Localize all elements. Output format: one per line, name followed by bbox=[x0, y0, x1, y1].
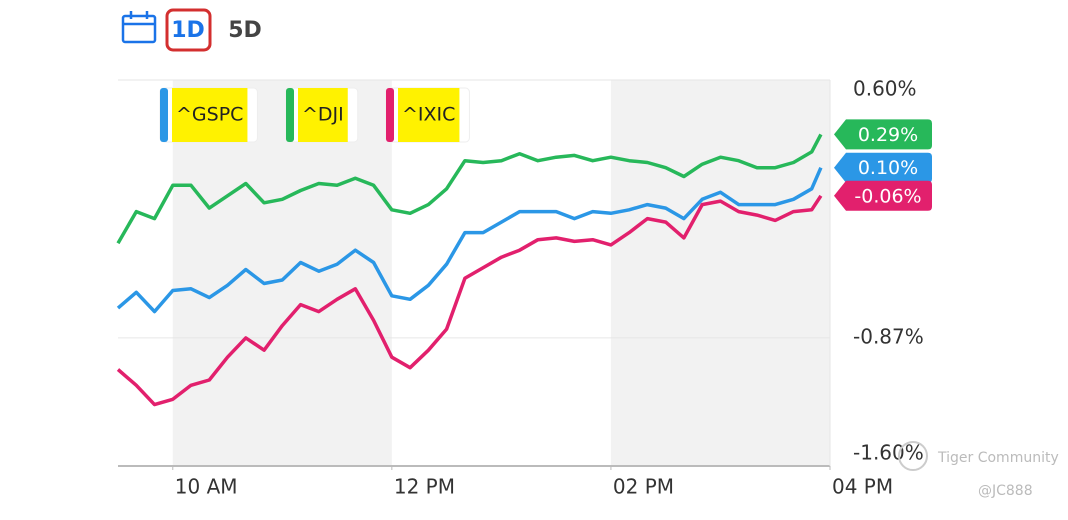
legend-highlight bbox=[398, 88, 460, 142]
end-badge: -0.06% bbox=[834, 180, 932, 211]
series-line bbox=[116, 194, 823, 407]
legend-label: ^IXIC bbox=[402, 104, 455, 126]
y-tick-label: -1.60% bbox=[853, 441, 924, 465]
legend-chip[interactable]: ^DJI bbox=[285, 87, 359, 143]
end-badge-shape bbox=[834, 180, 932, 211]
time-band bbox=[610, 80, 830, 466]
plot-area: 0.60% -0.87% -1.60% 10 AM 12 PM 02 PM 04 PM 0.1… bbox=[116, 77, 932, 499]
series-line bbox=[116, 167, 823, 314]
x-tick-label: 04 PM bbox=[832, 475, 893, 499]
x-tick-label: 10 AM bbox=[175, 475, 238, 499]
x-tick-label: 12 PM bbox=[394, 475, 455, 499]
legend-label: ^GSPC bbox=[176, 104, 243, 126]
end-badge-shape bbox=[834, 119, 932, 150]
end-badge: 0.10% bbox=[834, 152, 932, 183]
range-button[interactable]: 1D bbox=[171, 18, 205, 43]
legend-label: ^DJI bbox=[302, 104, 344, 126]
legend-color-bar bbox=[286, 88, 294, 142]
toolbar: 1D 5D bbox=[121, 8, 262, 52]
legend-highlight bbox=[298, 88, 348, 142]
x-tick-label: 02 PM bbox=[613, 475, 674, 499]
end-badge: 0.29% bbox=[834, 119, 932, 150]
legend-color-bar bbox=[386, 88, 394, 142]
watermark-author: @JC888 bbox=[978, 483, 1033, 499]
legend-chip[interactable]: ^IXIC bbox=[385, 87, 470, 143]
legend-highlight bbox=[172, 88, 248, 142]
selected-range-box bbox=[165, 8, 212, 52]
time-band bbox=[172, 80, 392, 466]
end-badge-shape bbox=[834, 152, 932, 183]
end-badge-label: 0.10% bbox=[858, 157, 918, 179]
legend-chip[interactable]: ^GSPC bbox=[159, 87, 258, 143]
end-badge-label: -0.06% bbox=[854, 185, 921, 207]
range-button[interactable]: 5D bbox=[228, 18, 262, 43]
y-tick-label: 0.60% bbox=[853, 77, 917, 101]
watermark-logo bbox=[898, 441, 928, 471]
watermark: Tiger Community @JC888 bbox=[898, 441, 1059, 499]
series-line bbox=[116, 133, 823, 245]
y-tick-label: -0.87% bbox=[853, 324, 924, 348]
legend-color-bar bbox=[160, 88, 168, 142]
end-badge-label: 0.29% bbox=[858, 124, 918, 146]
calendar-icon[interactable] bbox=[121, 11, 157, 44]
watermark-brand: Tiger Community bbox=[937, 450, 1059, 466]
